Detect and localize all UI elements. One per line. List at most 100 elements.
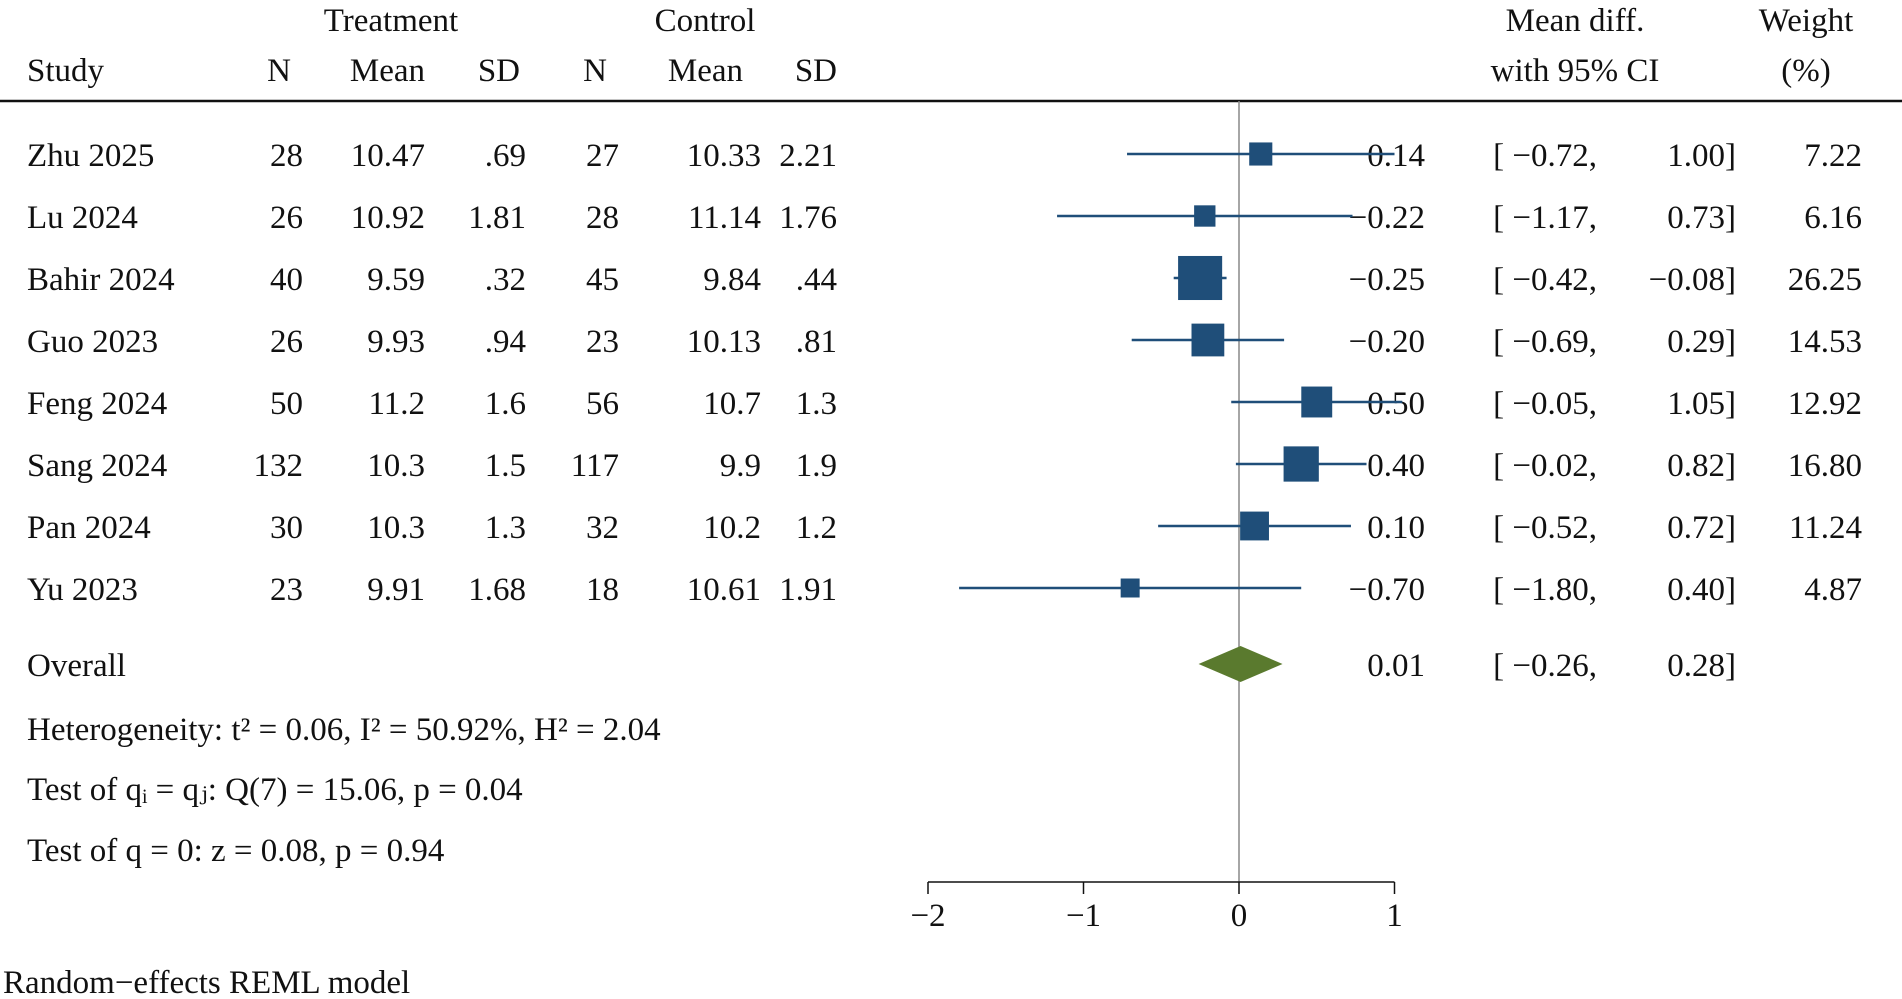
effect-marker [1120,578,1140,598]
ci-lower: [ −0.42, [1493,262,1597,298]
ci-upper: 1.05] [1667,386,1736,422]
overall-ci-upper: 0.28] [1667,648,1736,684]
overall-row: 0.01 [ −0.26, 0.28] [1198,646,1736,684]
ci-lower: [ −0.05, [1493,386,1597,422]
control-n: 27 [586,138,619,174]
axis-tick-label: 1 [1386,898,1403,934]
heterogeneity-stat: Heterogeneity: t² = 0.06, I² = 50.92%, H… [27,712,661,748]
effect-marker [1191,323,1225,357]
ci-lower: [ −0.02, [1493,448,1597,484]
study-row: Feng 2024 50 11.2 1.6 56 10.7 1.3 0.50 [ −0.05, 1… [27,386,1862,422]
weight: 6.16 [1804,200,1862,236]
control-mean: 10.61 [687,572,761,608]
control-n: 18 [586,572,619,608]
mean-diff: 0.40 [1367,448,1425,484]
weight: 26.25 [1788,262,1862,298]
header-study: Study [27,53,105,89]
ci-lower: [ −1.17, [1493,200,1597,236]
treatment-n: 26 [270,200,303,236]
axis-tick-label: 0 [1231,898,1248,934]
control-mean: 10.7 [703,386,761,422]
treatment-mean: 9.93 [367,324,425,360]
treatment-sd: 1.6 [485,386,526,422]
control-n: 32 [586,510,619,546]
ci-upper: 0.82] [1667,448,1736,484]
model-footnote: Random−effects REML model [3,965,410,999]
weight: 7.22 [1804,138,1862,174]
effect-marker [1301,386,1333,418]
control-mean: 9.9 [720,448,761,484]
effect-marker [1178,255,1223,301]
mean-diff: −0.20 [1349,324,1425,360]
mean-diff: −0.22 [1349,200,1425,236]
control-sd: 1.76 [779,200,837,236]
effect-test: Test of q = 0: z = 0.08, p = 0.94 [27,833,444,869]
treatment-n: 50 [270,386,303,422]
effect-marker [1283,446,1319,482]
axis-tick-label: −2 [910,898,945,934]
control-n: 23 [586,324,619,360]
study-row: Lu 2024 26 10.92 1.81 28 11.14 1.76 −0.22 [ −1.1… [27,200,1862,236]
control-sd: 1.2 [796,510,837,546]
control-mean: 10.2 [703,510,761,546]
study-name: Zhu 2025 [27,138,154,174]
control-n: 56 [586,386,619,422]
treatment-mean: 10.92 [351,200,425,236]
control-mean: 10.13 [687,324,761,360]
study-name: Yu 2023 [27,572,138,608]
homogeneity-test: Test of qᵢ = qⱼ: Q(7) = 15.06, p = 0.04 [27,772,523,808]
study-row: Bahir 2024 40 9.59 .32 45 9.84 .44 −0.25 [ −0.42… [27,255,1862,301]
study-name: Pan 2024 [27,510,151,546]
study-name: Feng 2024 [27,386,167,422]
header-c-sd: SD [795,53,837,89]
header-t-n: N [267,53,291,89]
header-c-n: N [583,53,607,89]
control-mean: 9.84 [703,262,761,298]
treatment-sd: .32 [485,262,526,298]
axis-tick-label: −1 [1066,898,1101,934]
effect-marker [1194,205,1216,227]
ci-lower: [ −0.72, [1493,138,1597,174]
control-sd: 1.91 [779,572,837,608]
control-sd: 1.9 [796,448,837,484]
mean-diff: −0.70 [1349,572,1425,608]
header-effect-2: with 95% CI [1491,53,1660,89]
ci-upper: 0.29] [1667,324,1736,360]
study-name: Bahir 2024 [27,262,175,298]
overall-label: Overall [27,648,126,684]
header-c-mean: Mean [668,53,743,89]
control-n: 45 [586,262,619,298]
ci-upper: 1.00] [1667,138,1736,174]
control-mean: 10.33 [687,138,761,174]
study-name: Lu 2024 [27,200,138,236]
treatment-mean: 10.47 [351,138,425,174]
header-control: Control [655,3,756,39]
study-row: Pan 2024 30 10.3 1.3 32 10.2 1.2 0.10 [ −0.52, 0.… [27,510,1862,546]
treatment-n: 23 [270,572,303,608]
header-weight-2: (%) [1781,53,1830,89]
control-sd: 1.3 [796,386,837,422]
control-mean: 11.14 [688,200,761,236]
mean-diff: −0.25 [1349,262,1425,298]
overall-diamond [1198,646,1283,682]
header-weight-1: Weight [1759,3,1854,39]
weight: 4.87 [1804,572,1862,608]
effect-marker [1240,511,1269,541]
weight: 14.53 [1788,324,1862,360]
overall-mean-diff: 0.01 [1367,648,1425,684]
header-t-sd: SD [478,53,520,89]
study-row: Yu 2023 23 9.91 1.68 18 10.61 1.91 −0.70 [ −1.80… [27,572,1862,608]
study-name: Guo 2023 [27,324,158,360]
treatment-sd: 1.81 [468,200,526,236]
treatment-n: 26 [270,324,303,360]
ci-lower: [ −0.69, [1493,324,1597,360]
treatment-sd: 1.3 [485,510,526,546]
mean-diff: 0.14 [1367,138,1425,174]
treatment-mean: 10.3 [367,448,425,484]
ci-lower: [ −1.80, [1493,572,1597,608]
treatment-mean: 9.59 [367,262,425,298]
treatment-n: 40 [270,262,303,298]
treatment-sd: 1.68 [468,572,526,608]
mean-diff: 0.50 [1367,386,1425,422]
treatment-mean: 10.3 [367,510,425,546]
